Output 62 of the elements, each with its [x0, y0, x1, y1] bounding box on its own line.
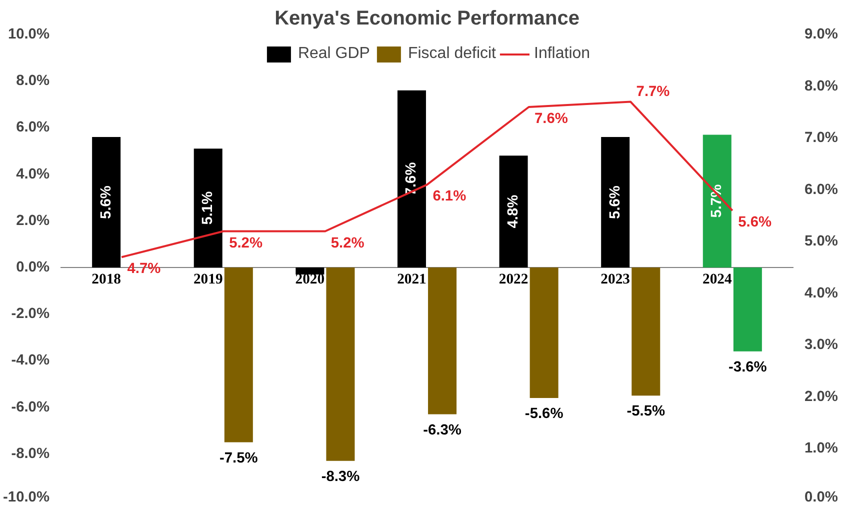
y2-tick-label: 7.0% [804, 130, 838, 146]
data-label: 5.6% [98, 186, 114, 219]
data-label: 5.2% [330, 235, 364, 252]
y-tick-label: 8.0% [16, 73, 50, 90]
y2-tick-label: 2.0% [804, 388, 838, 405]
data-label: -7.5% [220, 450, 258, 466]
bar [428, 268, 457, 414]
y2-tick-label: 8.0% [804, 78, 838, 94]
y-tick-label: 4.0% [16, 166, 50, 182]
data-label: -3.6% [728, 359, 767, 376]
y2-tick-label: 1.0% [804, 440, 838, 457]
y2-tick-label: 6.0% [804, 182, 838, 198]
x-tick-label: 2021 [397, 272, 426, 288]
y-tick-label: 0.0% [16, 260, 50, 276]
data-label: 7.6% [534, 110, 568, 127]
y2-tick-label: 4.0% [804, 285, 838, 302]
y-tick-label: -2.0% [11, 306, 50, 322]
bar [601, 137, 630, 268]
data-label: -5.5% [626, 404, 666, 420]
data-label: 5.1% [200, 191, 216, 225]
data-label: 6.1% [432, 188, 466, 205]
data-label: 5.2% [229, 235, 262, 252]
y-tick-label: -4.0% [11, 352, 50, 369]
line-series [120, 100, 734, 258]
data-label: -5.6% [524, 406, 564, 422]
y-tick-label: -6.0% [11, 399, 50, 416]
bar [530, 268, 558, 398]
data-label: 7.7% [636, 84, 670, 100]
y-tick-label: -10.0% [3, 490, 50, 506]
y2-tick-label: 5.0% [804, 234, 838, 250]
data-label: 4.8% [506, 194, 522, 228]
x-tick-label: 2022 [498, 272, 528, 288]
y2-tick-label: 3.0% [804, 337, 838, 354]
legend-label: Fiscal deficit [408, 45, 496, 63]
y-tick-label: 10.0% [8, 26, 50, 42]
y-tick-label: -8.0% [11, 446, 50, 462]
bar [632, 268, 660, 396]
data-label: -6.3% [423, 422, 462, 438]
bar [326, 268, 355, 461]
y2-tick-label: 9.0% [804, 26, 838, 42]
data-label: 7.6% [404, 162, 420, 196]
x-tick-label: 2019 [193, 272, 223, 288]
data-label: 5.6% [738, 214, 772, 231]
y-tick-label: 6.0% [16, 120, 50, 136]
bar [702, 134, 732, 268]
bar [194, 148, 222, 268]
bar [224, 268, 253, 442]
y-tick-label: 2.0% [16, 212, 50, 229]
bar [733, 268, 762, 352]
legend-label: Inflation [534, 45, 590, 63]
legend-label: Real GDP [298, 45, 370, 63]
x-tick-label: 2024 [702, 272, 732, 288]
data-label: 5.6% [607, 186, 624, 219]
bar [296, 268, 324, 274]
bar [499, 156, 528, 268]
data-label: -8.3% [321, 468, 360, 485]
y2-tick-label: 0.0% [804, 490, 838, 506]
bar [397, 90, 426, 268]
bar [92, 137, 121, 268]
chart-title: Kenya's Economic Performance [274, 8, 580, 30]
x-tick-label: 2018 [92, 272, 121, 288]
x-tick-label: 2023 [600, 272, 630, 288]
